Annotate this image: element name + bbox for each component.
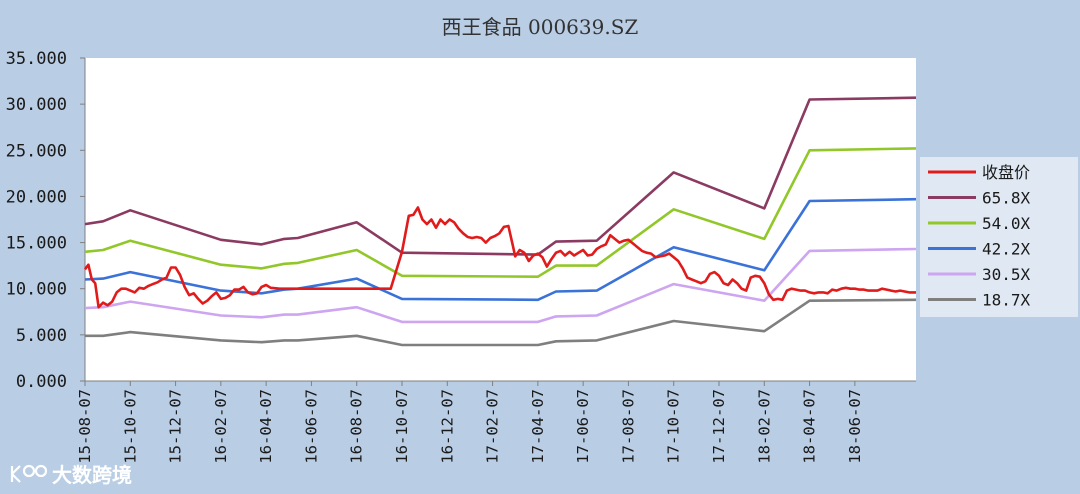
x-tick-label: 16-08-07: [348, 389, 366, 464]
x-axis: 15-08-07 15-10-07 15-12-07 16-02-07 16-04-07…: [76, 380, 916, 464]
y-tick-label: 10.000: [6, 280, 67, 300]
legend: 收盘价 65.8X 54.0X 42.2X 30.5X 18.7X: [920, 157, 1078, 317]
x-tick-label: 17-04-07: [529, 389, 547, 464]
y-axis: 0.000 5.000 10.000 15.000 20.000 25.000 30.000…: [6, 49, 86, 392]
series-line-收盘价: [83, 206, 916, 309]
y-tick-label: 5.000: [16, 326, 67, 346]
x-tick-label: 15-10-07: [121, 389, 139, 464]
y-tick-label: 15.000: [6, 234, 67, 254]
x-tick-label: 16-12-07: [438, 389, 456, 464]
x-tick-label: 16-06-07: [302, 389, 320, 464]
legend-label: 收盘价: [982, 163, 1030, 182]
x-tick-label: 17-06-07: [574, 389, 592, 464]
x-tick-label: 18-04-07: [801, 389, 819, 464]
legend-label: 54.0X: [982, 214, 1031, 233]
x-tick-label: 15-08-07: [76, 389, 94, 464]
legend-box: [920, 157, 1078, 317]
legend-label: 18.7X: [982, 291, 1031, 310]
x-tick-label: 16-10-07: [393, 389, 411, 464]
y-tick-label: 25.000: [6, 141, 67, 161]
plot-area: [85, 58, 916, 381]
legend-label: 30.5X: [982, 265, 1031, 284]
x-tick-label: 17-12-07: [710, 389, 728, 464]
y-tick-label: 35.000: [6, 49, 67, 69]
y-tick-label: 20.000: [6, 187, 67, 207]
y-tick-label: 0.000: [16, 372, 67, 392]
chart-title: 西王食品 000639.SZ: [442, 15, 639, 39]
x-tick-label: 17-02-07: [484, 389, 502, 464]
x-tick-label: 18-06-07: [846, 389, 864, 464]
series-layer: [83, 96, 917, 347]
watermark: 大数跨境: [10, 463, 132, 487]
x-tick-label: 18-02-07: [755, 389, 773, 464]
x-tick-label: 16-04-07: [257, 389, 275, 464]
y-tick-label: 30.000: [6, 95, 67, 115]
series-line-54.0X: [84, 147, 917, 278]
watermark-logo-icon: [10, 464, 48, 483]
legend-label: 65.8X: [982, 189, 1031, 208]
legend-label: 42.2X: [982, 240, 1031, 259]
series-line-65.8X: [84, 96, 917, 256]
x-tick-label: 16-02-07: [212, 389, 230, 464]
series-line-30.5X: [84, 247, 917, 324]
series-line-18.7X: [85, 298, 917, 347]
watermark-text: 大数跨境: [52, 463, 132, 487]
x-tick-label: 15-12-07: [167, 389, 185, 464]
x-tick-label: 17-08-07: [619, 389, 637, 464]
x-tick-label: 17-10-07: [665, 389, 683, 464]
